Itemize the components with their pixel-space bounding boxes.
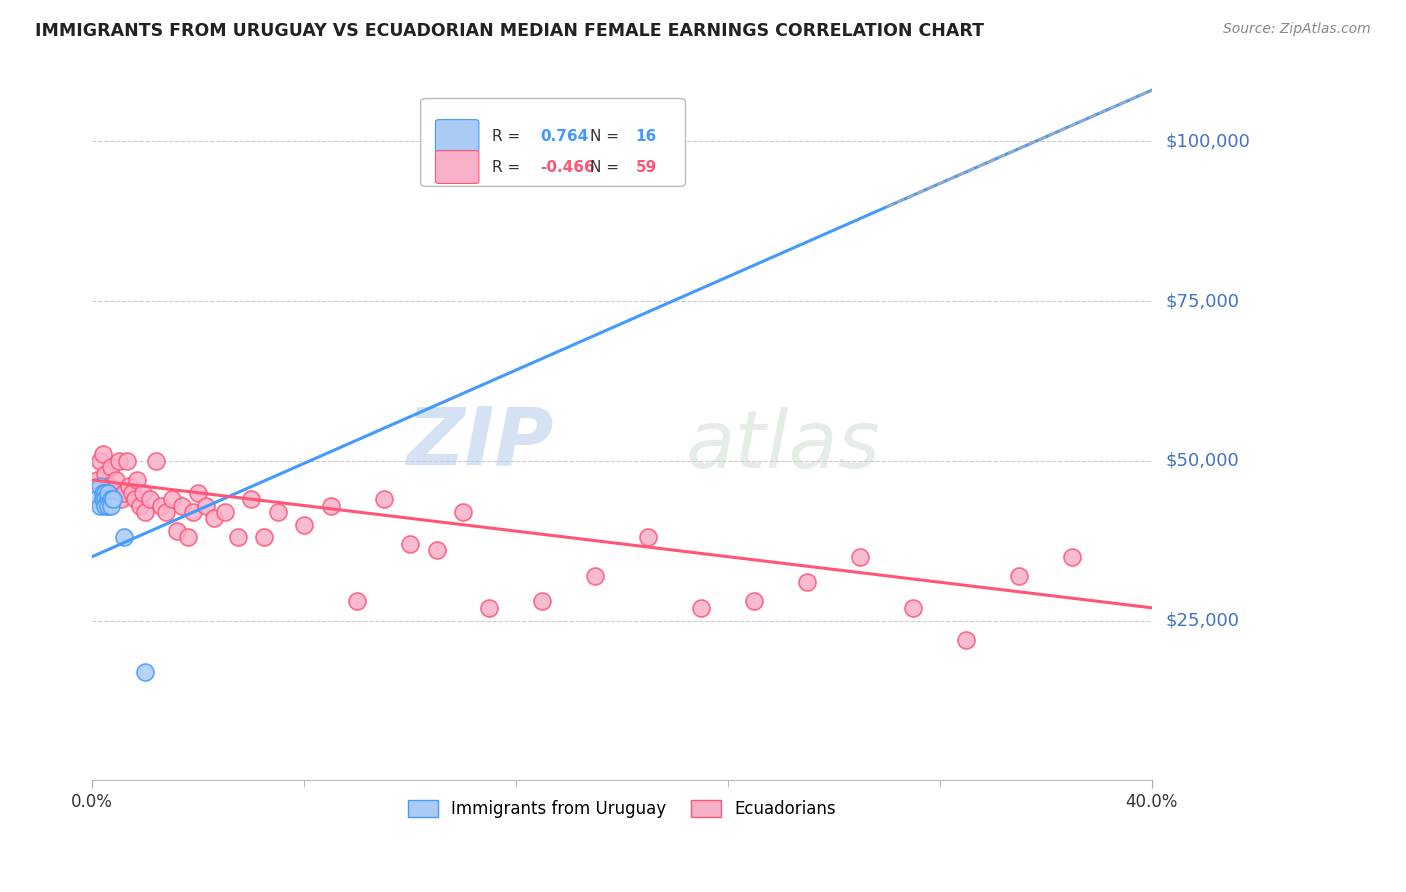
Text: R =: R = xyxy=(492,160,520,175)
Point xyxy=(155,505,177,519)
Point xyxy=(103,485,125,500)
Point xyxy=(139,492,162,507)
Point xyxy=(97,499,120,513)
Point xyxy=(346,594,368,608)
Point xyxy=(583,569,606,583)
Text: $25,000: $25,000 xyxy=(1166,612,1240,630)
Point xyxy=(744,594,766,608)
Text: N =: N = xyxy=(591,128,619,144)
Point xyxy=(107,454,129,468)
Point xyxy=(240,492,263,507)
Point xyxy=(94,467,117,481)
Text: ZIP: ZIP xyxy=(406,404,553,482)
Point xyxy=(166,524,188,538)
Point xyxy=(134,665,156,679)
Text: 16: 16 xyxy=(636,128,657,144)
Point xyxy=(127,473,149,487)
Text: Source: ZipAtlas.com: Source: ZipAtlas.com xyxy=(1223,22,1371,37)
FancyBboxPatch shape xyxy=(420,98,686,186)
Point xyxy=(399,537,422,551)
Text: 59: 59 xyxy=(636,160,657,175)
Point xyxy=(103,492,125,507)
Point xyxy=(91,492,114,507)
Point xyxy=(105,473,128,487)
Point xyxy=(100,460,122,475)
Text: N =: N = xyxy=(591,160,619,175)
Point xyxy=(115,454,138,468)
Point xyxy=(253,531,276,545)
Point xyxy=(110,492,132,507)
Point xyxy=(94,485,117,500)
FancyBboxPatch shape xyxy=(436,151,479,184)
Point xyxy=(226,531,249,545)
Point xyxy=(150,499,173,513)
Point xyxy=(112,485,135,500)
Point xyxy=(1062,549,1084,564)
Point xyxy=(172,499,194,513)
Point xyxy=(121,485,143,500)
Point xyxy=(97,479,120,493)
Point xyxy=(91,485,114,500)
Point xyxy=(94,499,117,513)
Point xyxy=(478,600,501,615)
Point xyxy=(97,485,120,500)
Point xyxy=(176,531,198,545)
Point xyxy=(86,492,108,507)
Text: R =: R = xyxy=(492,128,520,144)
Text: atlas: atlas xyxy=(686,408,880,485)
Point xyxy=(124,492,146,507)
Point xyxy=(89,499,111,513)
Point xyxy=(214,505,236,519)
Legend: Immigrants from Uruguay, Ecuadorians: Immigrants from Uruguay, Ecuadorians xyxy=(401,793,842,825)
Text: IMMIGRANTS FROM URUGUAY VS ECUADORIAN MEDIAN FEMALE EARNINGS CORRELATION CHART: IMMIGRANTS FROM URUGUAY VS ECUADORIAN ME… xyxy=(35,22,984,40)
Point xyxy=(91,447,114,461)
Point xyxy=(955,632,977,647)
Point xyxy=(86,473,108,487)
Point xyxy=(128,499,150,513)
Point xyxy=(89,479,111,493)
Point xyxy=(97,492,120,507)
Point xyxy=(849,549,872,564)
Point xyxy=(796,575,818,590)
Point xyxy=(451,505,474,519)
Point xyxy=(903,600,925,615)
Point xyxy=(195,499,218,513)
Point xyxy=(134,505,156,519)
Point xyxy=(160,492,183,507)
Point xyxy=(100,499,122,513)
Point xyxy=(118,479,141,493)
Point xyxy=(131,485,153,500)
Point xyxy=(187,485,209,500)
Text: $50,000: $50,000 xyxy=(1166,452,1239,470)
Text: 0.764: 0.764 xyxy=(540,128,589,144)
Point xyxy=(100,492,122,507)
Point xyxy=(181,505,204,519)
Point xyxy=(266,505,288,519)
Point xyxy=(319,499,342,513)
Point xyxy=(202,511,225,525)
Text: -0.466: -0.466 xyxy=(540,160,595,175)
FancyBboxPatch shape xyxy=(436,120,479,153)
Point xyxy=(531,594,554,608)
Point xyxy=(690,600,713,615)
Point xyxy=(89,454,111,468)
Point xyxy=(145,454,167,468)
Point xyxy=(1008,569,1031,583)
Text: $100,000: $100,000 xyxy=(1166,132,1250,151)
Point xyxy=(112,531,135,545)
Point xyxy=(637,531,659,545)
Text: $75,000: $75,000 xyxy=(1166,292,1240,310)
Point xyxy=(373,492,395,507)
Point xyxy=(94,492,117,507)
Point xyxy=(425,543,447,558)
Point xyxy=(292,517,315,532)
